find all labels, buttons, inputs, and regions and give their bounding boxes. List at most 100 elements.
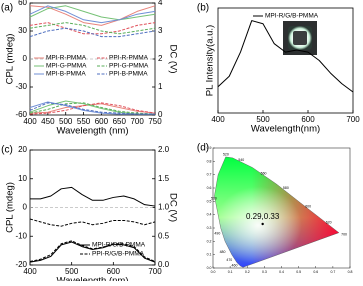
x-tick-label: 550: [77, 117, 91, 126]
x-tick-label: 400: [211, 115, 225, 124]
inset-core: [293, 31, 307, 45]
y-tick-label: 20: [18, 145, 27, 154]
y-tick-label: 60: [18, 0, 27, 7]
y-tick-label: 0.1: [207, 253, 212, 257]
x-tick-label: 400: [23, 267, 37, 276]
legend-label: PPI-B-PMMA: [109, 71, 148, 78]
annotation: 0.29,0.33: [246, 212, 280, 221]
x-tick-label: 0.3: [262, 270, 267, 274]
y-axis-label: CPL (mdeg): [5, 34, 16, 85]
panel-label: (b): [197, 3, 209, 14]
x-tick-label: 500: [59, 117, 73, 126]
cpl-line: [29, 102, 155, 115]
legend-label: MPI-R-PMMA: [46, 55, 87, 62]
x-tick-label: 750: [148, 117, 162, 126]
locus-label: 620: [326, 221, 332, 225]
y2-tick-label: 2: [158, 54, 163, 63]
y-tick-label: -10: [15, 231, 27, 240]
y-tick-label: 0.9: [207, 146, 212, 150]
color-point: [261, 222, 264, 226]
y-tick-label: 0: [23, 54, 28, 63]
y2-tick-label: 1.5: [158, 174, 170, 183]
x-tick-label: 650: [113, 117, 127, 126]
legend-label: MPI-B-PMMA: [46, 71, 86, 78]
gamut-outline: [214, 156, 340, 268]
y2-axis-label: DC (V): [167, 44, 178, 73]
locus-label: 600: [305, 205, 311, 209]
legend-label: MPI-R/G/B-PMMA: [265, 13, 319, 20]
y-tick-label: 0.5: [207, 199, 212, 203]
y-axis-label: PL Intensity(a.u.): [205, 25, 216, 96]
y-tick-label: 0.8: [207, 159, 212, 163]
dc-line: [29, 22, 156, 35]
y-tick-label: -30: [15, 82, 27, 91]
x-tick-label: 0.7: [330, 270, 335, 274]
y-tick-label: 10: [18, 174, 27, 183]
legend-label: PPI-R/G/B-PMMA: [92, 251, 145, 258]
cpl-line: [29, 102, 156, 115]
y2-tick-label: 1: [158, 82, 163, 91]
x-tick-label: 700: [346, 115, 360, 124]
x-tick-label: 600: [95, 117, 109, 126]
panel-label: (a): [1, 3, 13, 14]
x-tick-label: 0.0: [211, 270, 216, 274]
locus-label: 560: [261, 171, 267, 175]
x-tick-label: 500: [65, 267, 79, 276]
x-tick-label: 700: [130, 117, 144, 126]
x-tick-label: 0.8: [348, 270, 353, 274]
locus-label: 460: [232, 263, 238, 267]
y-tick-label: 30: [18, 26, 27, 35]
plot-frame: [217, 7, 354, 114]
locus-label: 490: [214, 231, 220, 235]
x-tick-label: 450: [41, 117, 55, 126]
y-tick-label: 0.6: [207, 186, 212, 190]
x-axis-label: Wavelength (nm): [57, 126, 129, 137]
x-tick-label: 0.6: [313, 270, 318, 274]
y-tick-label: -20: [15, 260, 27, 269]
y-tick-label: 0.0: [207, 266, 212, 270]
x-tick-label: 0.4: [279, 270, 284, 274]
y2-axis-label: DC (V): [167, 193, 178, 222]
locus-label: 480: [220, 250, 226, 254]
y2-tick-label: 0: [158, 110, 163, 119]
x-tick-label: 400: [23, 117, 37, 126]
legend-label: MPI-G-PMMA: [46, 63, 87, 70]
panel-label: (d): [197, 143, 209, 154]
locus-label: 540: [238, 158, 244, 162]
locus-label: 520: [223, 153, 229, 157]
locus-label: 580: [283, 186, 289, 190]
dc-line: [29, 241, 156, 263]
y2-tick-label: 0.5: [158, 231, 170, 240]
locus-label: 700: [341, 233, 347, 237]
cpl-line: [217, 20, 354, 93]
legend-label: PPI-G-PMMA: [109, 63, 149, 70]
y2-tick-label: 3: [158, 26, 163, 35]
x-tick-label: 0.1: [228, 270, 233, 274]
x-tick-label: 600: [301, 115, 315, 124]
x-tick-label: 600: [107, 267, 121, 276]
y-tick-label: 0.2: [207, 239, 212, 243]
panel-label: (c): [1, 145, 13, 156]
cpl-line: [29, 218, 156, 227]
x-tick-label: 700: [148, 267, 162, 276]
y2-tick-label: 1.0: [158, 203, 170, 212]
legend-label: PPI-R-PMMA: [109, 55, 149, 62]
y-tick-label: 0: [23, 203, 28, 212]
x-tick-label: 500: [256, 115, 270, 124]
dc-line: [29, 27, 156, 38]
x-axis-label: Wavelength (nm): [57, 276, 129, 281]
cpl-line: [29, 101, 155, 115]
x-tick-label: 0.2: [245, 270, 250, 274]
x-tick-label: 0.5: [296, 270, 301, 274]
gamut-fill: [214, 156, 339, 268]
y-tick-label: 0.3: [207, 226, 212, 230]
locus-label: 500: [211, 197, 217, 201]
y2-tick-label: 4: [158, 0, 163, 7]
y2-tick-label: 0.0: [158, 260, 170, 269]
y-axis-label: CPL (mdeg): [5, 182, 16, 233]
cpl-line: [29, 102, 156, 115]
cpl-line: [30, 186, 156, 207]
dc-line: [29, 240, 156, 263]
